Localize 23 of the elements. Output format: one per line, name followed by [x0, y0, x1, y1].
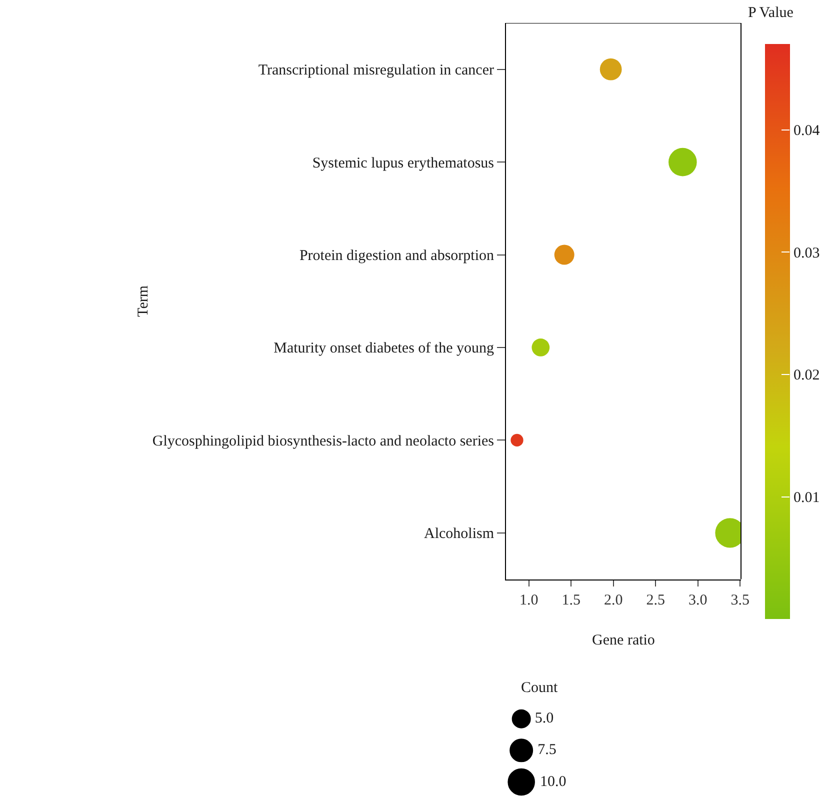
y-tick-label: Glycosphingolipid biosynthesis-lacto and neolacto series	[152, 433, 494, 450]
legend-label: 5.0	[534, 710, 554, 727]
x-tick-label: 1.0	[519, 592, 538, 608]
y-tick-label: Alcoholism	[424, 526, 494, 542]
color-bar-label: 0.01	[794, 490, 820, 506]
x-tick-label: 2.0	[604, 592, 623, 608]
x-tick-label: 1.5	[562, 592, 580, 608]
y-tick-label: Maturity onset diabetes of the young	[274, 340, 494, 357]
color-bar-label: 0.02	[794, 368, 820, 384]
x-axis-title: Gene ratio	[592, 632, 655, 648]
color-bar-label: 0.04	[794, 123, 820, 140]
legend-title: Count	[521, 680, 559, 696]
legend-label: 7.5	[538, 742, 556, 758]
x-tick-label: 3.0	[688, 592, 708, 608]
y-tick-label: Protein digestion and absorption	[299, 248, 494, 264]
color-bar-label: 0.03	[794, 245, 820, 262]
y-tick-label: Transcriptional misregulation in cancer	[258, 62, 494, 79]
color-bar-title: P Value	[748, 5, 794, 21]
x-tick-label: 2.5	[646, 592, 665, 608]
x-tick-label: 3.5	[730, 592, 750, 608]
y-tick-label: Systemic lupus erythematosus	[312, 155, 494, 172]
y-axis-title: Term	[136, 285, 152, 317]
legend-label: 10.0	[540, 774, 566, 790]
